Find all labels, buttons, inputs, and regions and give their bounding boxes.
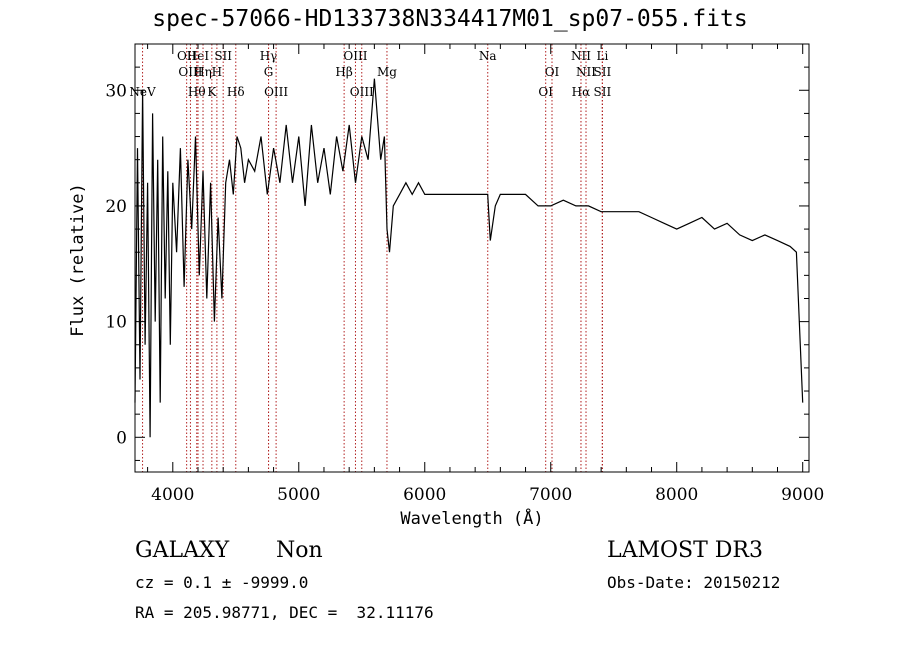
y-tick-label-1: 10 (105, 313, 127, 333)
line-label-22: Hα (572, 85, 591, 99)
y-axis-label: Flux (relative) (68, 183, 88, 337)
plot-frame (134, 43, 810, 473)
x-tick-label-1: 5000 (277, 485, 320, 505)
line-label-15: OIII (350, 85, 374, 99)
line-label-9: Hδ (227, 85, 245, 99)
line-label-6: K (207, 85, 217, 99)
line-label-12: OIII (264, 85, 288, 99)
x-tick-label-0: 4000 (151, 485, 194, 505)
line-label-24: SII (594, 85, 612, 99)
line-label-17: Na (479, 49, 497, 63)
x-axis-label: Wavelength (Å) (400, 509, 544, 529)
line-label-13: Hβ (335, 65, 352, 79)
obs-date-text: Obs-Date: 20150212 (607, 573, 781, 592)
x-tick-label-2: 6000 (403, 485, 446, 505)
line-label-11: G (264, 65, 274, 79)
line-label-18: OI (545, 65, 560, 79)
y-tick-label-3: 30 (105, 81, 127, 101)
line-label-3: HeI (187, 49, 210, 63)
y-tick-label-2: 20 (105, 197, 127, 217)
x-tick-label-3: 7000 (529, 485, 572, 505)
line-label-16: Mg (377, 65, 397, 79)
x-tick-label-4: 8000 (655, 485, 698, 505)
line-label-19: OI (538, 85, 553, 99)
subclass-label: Non (276, 538, 323, 563)
y-tick-label-0: 0 (116, 428, 127, 448)
line-label-8: SII (214, 49, 232, 63)
x-tick-label-5: 9000 (781, 485, 824, 505)
spectrum-line (134, 78, 804, 438)
line-label-7: H (212, 65, 222, 79)
chart-title: spec-57066-HD133738N334417M01_sp07-055.f… (152, 6, 748, 32)
line-label-4: Hη (194, 65, 212, 79)
line-label-5: Hθ (188, 85, 206, 99)
line-label-14: OIII (343, 49, 367, 63)
redshift-text: cz = 0.1 ± -9999.0 (135, 573, 309, 592)
coordinates-text: RA = 205.98771, DEC = 32.11176 (135, 603, 434, 622)
class-label: GALAXY (135, 538, 230, 563)
line-label-1: OII (177, 49, 197, 63)
survey-label: LAMOST DR3 (607, 538, 763, 563)
line-label-25: Li (596, 49, 608, 63)
